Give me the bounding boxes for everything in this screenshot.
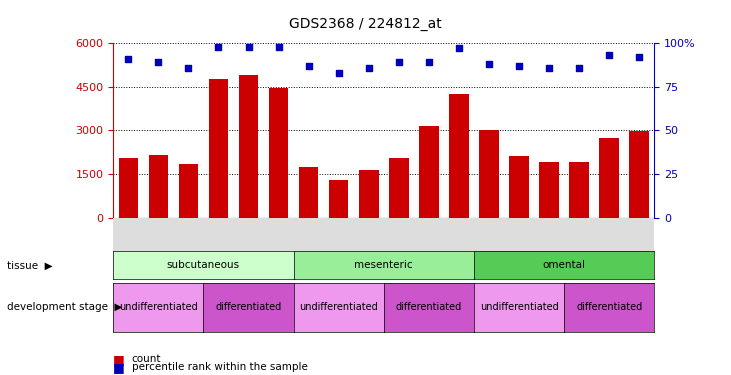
Bar <box>539 162 558 218</box>
Bar <box>599 138 619 218</box>
Text: percentile rank within the sample: percentile rank within the sample <box>132 363 308 372</box>
Bar <box>178 164 198 218</box>
Point <box>243 44 254 50</box>
Bar <box>389 158 409 218</box>
Point <box>633 54 645 60</box>
Point <box>273 44 284 50</box>
Text: differentiated: differentiated <box>216 303 281 312</box>
Point <box>213 44 224 50</box>
Bar <box>359 170 379 217</box>
Bar <box>239 75 258 217</box>
Text: omental: omental <box>542 260 586 270</box>
Bar <box>480 130 499 218</box>
Bar <box>269 88 288 218</box>
Text: GDS2368 / 224812_at: GDS2368 / 224812_at <box>289 17 442 31</box>
Text: count: count <box>132 354 161 364</box>
Text: undifferentiated: undifferentiated <box>299 303 378 312</box>
Bar <box>299 166 319 218</box>
Text: tissue  ▶: tissue ▶ <box>7 260 53 270</box>
Text: mesenteric: mesenteric <box>355 260 413 270</box>
Bar <box>148 155 168 218</box>
Bar <box>510 156 529 218</box>
Bar <box>118 158 138 218</box>
Text: ■: ■ <box>113 361 125 374</box>
Point <box>453 45 465 51</box>
Point <box>573 64 585 70</box>
Point <box>483 61 495 67</box>
Point <box>603 53 615 58</box>
Point <box>303 63 314 69</box>
Point <box>333 70 344 76</box>
Point <box>153 59 164 65</box>
Bar <box>419 126 439 218</box>
Point <box>423 59 435 65</box>
Text: undifferentiated: undifferentiated <box>480 303 558 312</box>
Bar <box>569 162 589 218</box>
Point <box>363 64 374 70</box>
Point <box>543 64 555 70</box>
Text: ■: ■ <box>113 353 125 366</box>
Bar <box>629 131 649 218</box>
Point <box>513 63 525 69</box>
Text: differentiated: differentiated <box>395 303 462 312</box>
Bar <box>449 94 469 218</box>
Point <box>123 56 135 62</box>
Point <box>183 64 194 70</box>
Bar <box>329 180 349 218</box>
Bar <box>209 80 228 218</box>
Text: subcutaneous: subcutaneous <box>167 260 240 270</box>
Text: undifferentiated: undifferentiated <box>119 303 198 312</box>
Point <box>393 59 405 65</box>
Text: development stage  ▶: development stage ▶ <box>7 303 123 312</box>
Text: differentiated: differentiated <box>576 303 643 312</box>
